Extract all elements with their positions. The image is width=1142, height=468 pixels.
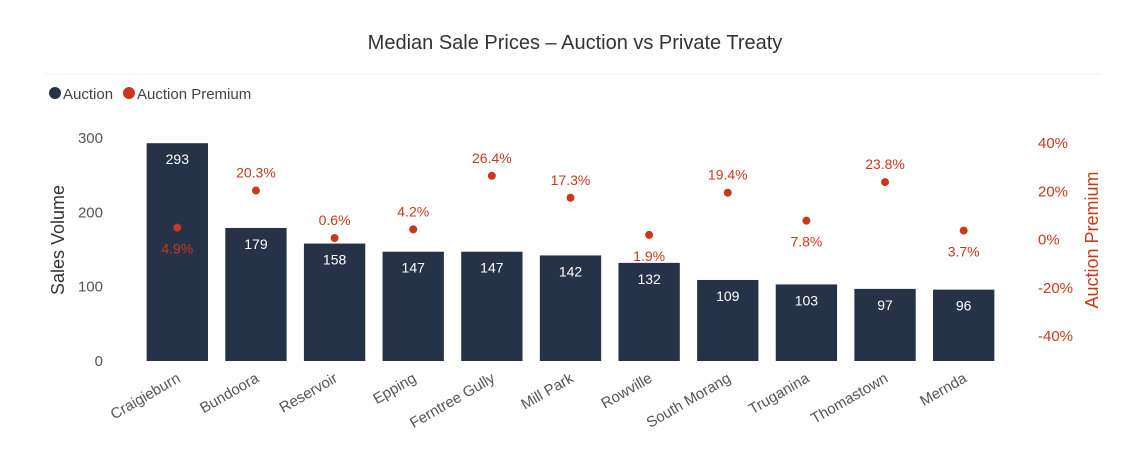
bar-value-label: 147: [480, 260, 504, 276]
bar-epping: [382, 251, 444, 361]
legend-label-auction: Auction: [63, 86, 113, 103]
y-tick-label: 200: [78, 204, 103, 221]
category-label-reservoir: Reservoir: [277, 370, 341, 417]
legend-label-auction-premium: Auction Premium: [137, 86, 251, 103]
y2-axis-title: Auction Premium: [1082, 171, 1102, 308]
category-label-south-morang: South Morang: [644, 370, 734, 432]
bar-value-label: 109: [716, 288, 740, 304]
y-axis-title: Sales Volume: [48, 185, 68, 295]
y2-tick-label: -40%: [1038, 328, 1073, 345]
point-mernda: [959, 226, 968, 235]
chart-title: Median Sale Prices – Auction vs Private …: [368, 32, 783, 54]
category-label-craigieburn: Craigieburn: [108, 370, 184, 423]
bar-value-label: 147: [402, 260, 426, 276]
bar-value-label: 158: [323, 252, 347, 268]
bar-ferntree-gully: [461, 251, 523, 361]
category-label-truganina: Truganina: [746, 369, 813, 418]
legend-marker-auction: [49, 87, 61, 99]
y-tick-label: 0: [95, 353, 103, 370]
point-value-label: 17.3%: [551, 172, 591, 188]
y-tick-label: 100: [78, 279, 103, 296]
category-label-thomastown: Thomastown: [808, 370, 891, 428]
bar-value-label: 132: [637, 271, 661, 287]
bar-mernda: [933, 289, 995, 361]
y2-tick-label: 20%: [1038, 183, 1068, 200]
category-label-ferntree-gully: Ferntree Gully: [407, 369, 498, 431]
bar-bundoora: [225, 227, 287, 361]
point-reservoir: [330, 234, 339, 243]
x-axis-ticks: Craigieburn Bundoora Reservoir EppingFerntr…: [108, 369, 971, 432]
scatter-series-auction-premium: 4.9% 20.3% 0.6% 4.2% 26.4% 17.3% 1.9% 19.4% 7.8%…: [161, 150, 979, 264]
bar-reservoir: [303, 243, 366, 361]
bar-south-morang: [697, 279, 759, 361]
category-label-mernda: Mernda: [917, 369, 970, 409]
point-value-label: 1.9%: [633, 248, 665, 264]
bar-thomastown: [854, 288, 916, 361]
point-value-label: 3.7%: [948, 244, 980, 260]
point-value-label: 20.3%: [236, 165, 276, 181]
category-label-mill-park: Mill Park: [518, 369, 577, 413]
y-axis-ticks: 0 100 200 300: [78, 130, 103, 370]
point-mill-park: [566, 193, 575, 202]
point-craigieburn: [173, 223, 182, 232]
bar-truganina: [775, 284, 838, 361]
bar-mill-park: [539, 255, 602, 361]
bar-value-label: 97: [877, 297, 893, 313]
bar-value-label: 179: [244, 236, 268, 252]
category-label-rowville: Rowville: [598, 370, 655, 413]
point-ferntree-gully: [487, 171, 496, 180]
bar-value-label: 96: [956, 298, 972, 314]
point-thomastown: [881, 178, 890, 187]
point-rowville: [645, 230, 654, 239]
category-label-bundoora: Bundoora: [197, 369, 262, 417]
point-south-morang: [723, 188, 732, 197]
legend: Auction Auction Premium: [49, 86, 251, 103]
bar-value-label: 293: [166, 151, 190, 167]
bar-series-auction: 293 179 158 147 147 142 132 109 103 97 96: [146, 143, 995, 361]
bar-value-label: 142: [559, 263, 583, 279]
y2-axis-ticks: 40% 20% 0% -20% -40%: [1038, 135, 1073, 345]
bar-value-label: 103: [795, 292, 819, 308]
bar-rowville: [618, 262, 680, 361]
point-value-label: 19.4%: [708, 167, 748, 183]
legend-marker-auction-premium: [123, 87, 135, 99]
point-epping: [409, 225, 418, 234]
point-value-label: 4.2%: [397, 203, 429, 219]
point-value-label: 4.9%: [161, 241, 193, 257]
point-truganina: [802, 216, 811, 225]
category-label-epping: Epping: [370, 370, 419, 408]
point-value-label: 23.8%: [865, 156, 905, 172]
point-value-label: 0.6%: [319, 212, 351, 228]
point-value-label: 26.4%: [472, 150, 512, 166]
y2-tick-label: 40%: [1038, 135, 1068, 152]
y2-tick-label: -20%: [1038, 280, 1073, 297]
y2-tick-label: 0%: [1038, 232, 1060, 249]
point-bundoora: [251, 186, 260, 195]
y-tick-label: 300: [78, 130, 103, 147]
point-value-label: 7.8%: [790, 234, 822, 250]
bar-craigieburn: [146, 143, 208, 361]
